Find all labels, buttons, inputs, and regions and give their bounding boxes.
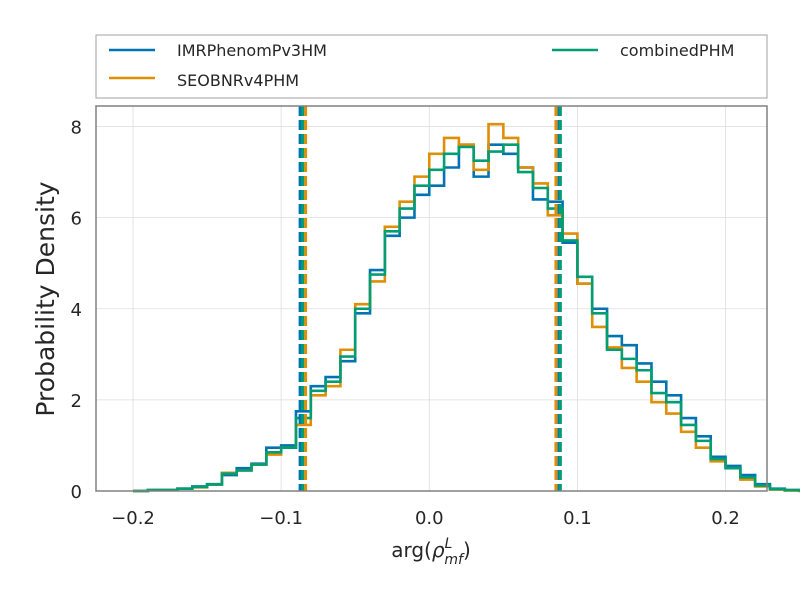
y-tick-label: 0 (71, 482, 82, 503)
y-ticks: 0 2 4 6 8 (71, 118, 82, 503)
x-tick-label: −0.2 (111, 508, 155, 529)
histograms (133, 122, 800, 493)
x-ticks: −0.2 −0.1 0.0 0.1 0.2 (111, 508, 740, 529)
plot-area (96, 106, 767, 491)
x-tick-label: 0.1 (563, 508, 592, 529)
x-tick-label: 0.0 (415, 508, 444, 529)
credible-interval-lines (298, 106, 562, 491)
y-axis-label: Probability Density (31, 181, 60, 416)
x-axis-label: arg(ρL mf) (391, 536, 471, 568)
y-tick-label: 4 (71, 300, 82, 321)
legend-frame (95, 34, 768, 99)
legend-label-seobnrv4phm: SEOBNRv4PHM (177, 71, 299, 90)
x-tick-label: 0.2 (711, 508, 740, 529)
legend-label-combinedphm: combinedPHM (620, 41, 734, 60)
x-tick-label: −0.1 (259, 508, 303, 529)
y-tick-label: 8 (71, 118, 82, 139)
y-tick-label: 2 (71, 391, 82, 412)
y-tick-label: 6 (71, 209, 82, 230)
legend-label-imrphenompv3hm: IMRPhenomPv3HM (177, 41, 327, 60)
legend: IMRPhenomPv3HM SEOBNRv4PHM combinedPHM (95, 34, 768, 99)
histogram-combinedphm (133, 143, 800, 493)
plot-frame (95, 105, 768, 492)
